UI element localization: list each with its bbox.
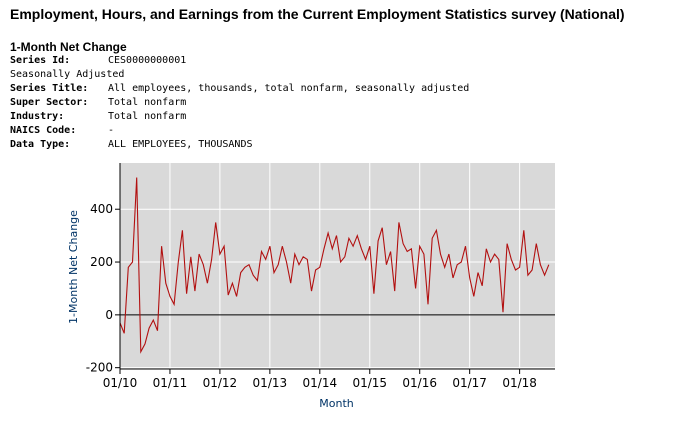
y-tick-label: 0 xyxy=(105,308,113,322)
industry-row: Industry: Total nonfarm xyxy=(10,110,186,124)
series-title-value: All employees, thousands, total nonfarm,… xyxy=(108,83,470,94)
x-tick-label: 01/10 xyxy=(103,376,138,390)
super-sector-row: Super Sector: Total nonfarm xyxy=(10,96,186,110)
super-sector-value: Total nonfarm xyxy=(108,97,187,108)
naics-code-label: NAICS Code: xyxy=(10,125,77,136)
section-title: 1-Month Net Change xyxy=(10,40,127,54)
seasonal-note: Seasonally Adjusted xyxy=(10,69,125,80)
data-type-label: Data Type: xyxy=(10,139,71,150)
plot-area xyxy=(120,163,555,369)
series-id-value: CES0000000001 xyxy=(108,55,187,66)
series-line xyxy=(119,177,550,354)
x-tick-label: 01/16 xyxy=(402,376,437,390)
data-type-row: Data Type: ALL EMPLOYEES, THOUSANDS xyxy=(10,138,253,152)
super-sector-label: Super Sector: xyxy=(10,97,89,108)
x-tick-label: 01/15 xyxy=(352,376,387,390)
industry-label: Industry: xyxy=(10,111,65,122)
series-title-label: Series Title: xyxy=(10,83,89,94)
y-tick-label: 400 xyxy=(90,202,113,216)
x-axis-title: Month xyxy=(319,397,354,410)
y-tick-label: 200 xyxy=(90,255,113,269)
seasonal-note-row: Seasonally Adjusted xyxy=(10,68,124,82)
naics-code-row: NAICS Code: - xyxy=(10,124,114,138)
x-tick-label: 01/11 xyxy=(153,376,188,390)
data-type-value: ALL EMPLOYEES, THOUSANDS xyxy=(108,139,253,150)
x-tick-label: 01/12 xyxy=(203,376,238,390)
x-tick-label: 01/18 xyxy=(502,376,537,390)
series-id-label: Series Id: xyxy=(10,55,71,66)
series-title-row: Series Title: All employees, thousands, t… xyxy=(10,82,469,96)
naics-code-value: - xyxy=(108,125,115,136)
y-axis-title: 1-Month Net Change xyxy=(67,210,80,324)
x-tick-label: 01/17 xyxy=(452,376,487,390)
page-title: Employment, Hours, and Earnings from the… xyxy=(10,6,625,22)
industry-value: Total nonfarm xyxy=(108,111,187,122)
x-tick-label: 01/13 xyxy=(253,376,288,390)
x-tick-label: 01/14 xyxy=(303,376,338,390)
y-tick-label: -200 xyxy=(86,361,113,375)
series-id-row: Series Id: CES0000000001 xyxy=(10,54,186,68)
